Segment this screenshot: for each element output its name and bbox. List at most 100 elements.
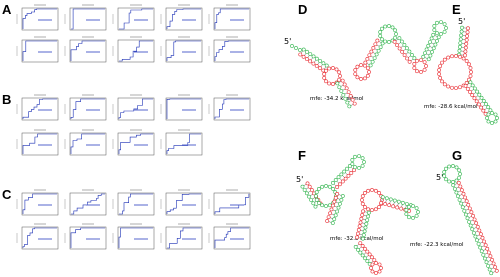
nucleotide [361, 209, 365, 214]
nucleotide [353, 245, 358, 249]
nucleotide [457, 175, 461, 180]
nucleotide [338, 74, 342, 78]
nucleotide [487, 267, 492, 272]
nucleotide [399, 39, 404, 44]
nucleotide [318, 66, 322, 71]
nucleotide [433, 42, 438, 47]
nucleotide [322, 76, 327, 80]
nucleotide [345, 100, 350, 105]
nucleotide [374, 52, 379, 57]
nucleotide [463, 49, 468, 54]
nucleotide [346, 173, 351, 178]
nucleotide [468, 74, 473, 78]
nucleotide [419, 58, 423, 62]
nucleotide [476, 102, 481, 107]
nucleotide [465, 216, 470, 221]
nucleotide [466, 202, 471, 207]
nucleotide [469, 70, 473, 74]
plot-frame [213, 97, 251, 121]
nucleotide [377, 205, 381, 209]
nucleotide [365, 249, 370, 254]
nucleotide [359, 216, 364, 221]
plot-frame [117, 39, 155, 63]
nucleotide [482, 239, 486, 244]
panel-label: A [2, 2, 12, 17]
nucleotide [360, 253, 365, 258]
nucleotide [324, 68, 328, 73]
nucleotide [458, 37, 463, 42]
nucleotide [407, 49, 412, 54]
roc-curve [166, 40, 201, 61]
nucleotide [404, 212, 409, 216]
roc-curve [166, 133, 201, 154]
nucleotide [461, 191, 466, 196]
nucleotide [383, 24, 388, 29]
nucleotide [454, 54, 458, 58]
nucleotide [481, 99, 486, 103]
nucleotide [399, 206, 404, 211]
nucleotide [370, 188, 374, 192]
roc-curve [71, 193, 105, 215]
plot-frame [213, 226, 251, 250]
five-prime: 5' [458, 17, 465, 26]
nucleotide [365, 218, 370, 223]
roc-curve [118, 227, 153, 248]
nucleotide [340, 78, 345, 83]
nucleotide [327, 66, 332, 71]
nucleotide [358, 241, 363, 245]
nucleotide [356, 227, 361, 232]
nucleotide [304, 57, 309, 61]
nucleotide [435, 31, 439, 36]
nucleotide [493, 112, 498, 117]
nucleotide [490, 111, 494, 115]
nucleotide [368, 63, 373, 68]
nucleotide [324, 63, 329, 68]
nucleotide [384, 196, 389, 201]
nucleotide [457, 197, 462, 202]
nucleotide [369, 49, 374, 54]
nucleotide [423, 51, 427, 55]
nucleotide [369, 266, 373, 270]
nucleotide [345, 166, 349, 171]
nucleotide [343, 176, 348, 181]
nucleotide [439, 32, 443, 36]
nucleotide [440, 79, 444, 84]
roc-curve [22, 133, 57, 154]
nucleotide [463, 83, 468, 88]
nucleotide [464, 212, 468, 217]
plot-frame [21, 132, 59, 156]
roc-curve [119, 193, 153, 215]
nucleotide [462, 208, 467, 213]
nucleotide [464, 41, 469, 46]
nucleotide [317, 187, 321, 191]
plot-frame [69, 7, 107, 31]
panel-label: G [452, 148, 462, 163]
nucleotide [360, 213, 365, 217]
plot-frame [165, 132, 203, 156]
nucleotide [307, 184, 312, 189]
nucleotide [442, 57, 447, 62]
nucleotide [475, 224, 480, 229]
plot-frame [117, 97, 155, 121]
nucleotide [324, 204, 328, 208]
plot-frame [21, 226, 59, 250]
nucleotide [371, 45, 376, 50]
nucleotide [335, 185, 340, 190]
nucleotide [331, 187, 335, 191]
nucleotide [373, 42, 378, 47]
nucleotide [325, 219, 330, 223]
nucleotide [422, 60, 427, 65]
plot-frame [117, 192, 155, 216]
mfe-label: mfe: -22.3 kcal/mol [410, 242, 464, 248]
roc-curve [167, 227, 201, 249]
nucleotide [344, 86, 349, 91]
nucleotide [395, 205, 400, 210]
nucleotide [300, 184, 305, 189]
nucleotide [402, 42, 407, 47]
nucleotide [346, 90, 351, 95]
nucleotide [360, 198, 364, 202]
nucleotide [342, 169, 347, 174]
nucleotide [465, 34, 470, 38]
nucleotide [377, 269, 382, 274]
nucleotide [472, 217, 477, 222]
